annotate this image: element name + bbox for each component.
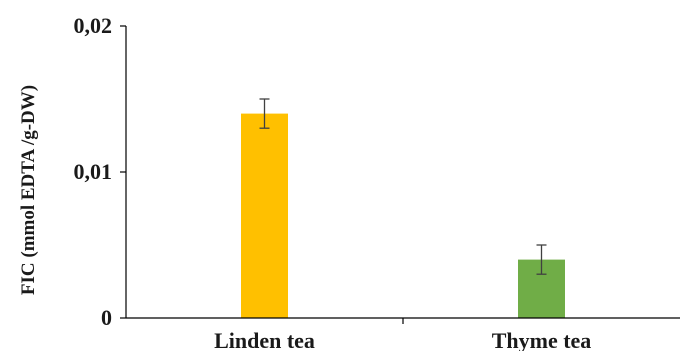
y-axis-title-group: FIC (mmol EDTA /g-DW) <box>18 85 39 295</box>
y-tick-label: 0 <box>101 305 112 330</box>
bar <box>241 113 288 318</box>
error-bars <box>259 98 547 275</box>
bars <box>241 113 565 318</box>
x-category-label: Thyme tea <box>492 328 592 351</box>
x-category-label: Linden tea <box>214 328 315 351</box>
y-axis-title: FIC (mmol EDTA /g-DW) <box>18 85 39 295</box>
x-axis-labels: Linden tea Thyme tea <box>214 328 591 351</box>
y-tick-label: 0,02 <box>74 13 113 38</box>
y-tick-label: 0,01 <box>74 159 113 184</box>
y-axis-ticks: 0 0,01 0,02 <box>74 13 126 330</box>
